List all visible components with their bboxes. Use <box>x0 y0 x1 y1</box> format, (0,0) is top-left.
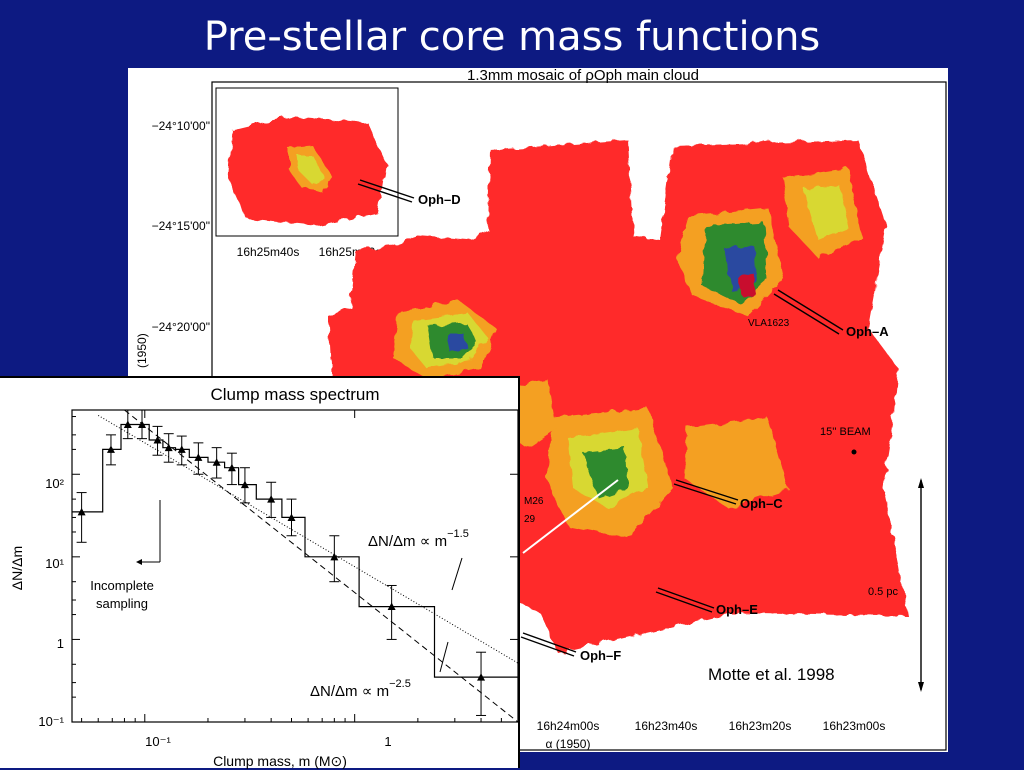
histogram-series <box>72 423 518 678</box>
dec-axis-label: (1950) <box>135 333 149 368</box>
y-tick-label-1: 1 <box>57 636 64 651</box>
data-point <box>77 507 86 516</box>
plot-frame <box>71 409 519 723</box>
x-axis-label: Clump mass, m (M⊙) <box>213 753 347 769</box>
chart-title: Clump mass spectrum <box>210 385 379 404</box>
fit-line-slope-1-5 <box>97 414 519 664</box>
x-tick-label-0: 10⁻¹ <box>145 734 171 749</box>
map-title: 1.3mm mosaic of ρOph main cloud <box>467 68 699 84</box>
data-point <box>227 463 236 472</box>
data-point <box>123 420 132 429</box>
data-point <box>477 673 486 681</box>
oph-d-emission <box>228 116 386 226</box>
scale-bar-label: 0.5 pc <box>868 586 898 598</box>
data-point <box>212 458 221 466</box>
data-point <box>387 602 396 611</box>
data-point <box>267 495 276 503</box>
data-point <box>287 513 296 521</box>
cut-line <box>522 479 619 554</box>
dec-tick-15: −24°15'00" <box>152 219 210 233</box>
beam-marker <box>851 449 857 455</box>
citation: Motte et al. 1998 <box>708 665 835 684</box>
data-point <box>240 480 249 489</box>
label-oph-e: Oph–E <box>716 602 758 617</box>
y-tick-label-3: 10² <box>45 476 64 491</box>
data-point <box>177 445 186 453</box>
slide-title: Pre-stellar core mass functions <box>203 14 821 60</box>
fit-label-1-5-pointer <box>451 557 463 591</box>
label-m29: 29 <box>524 514 536 525</box>
y-tick-label-0: 10⁻¹ <box>38 714 64 729</box>
data-point <box>106 445 115 453</box>
incomplete-label-1: Incomplete <box>90 578 154 593</box>
data-points <box>76 409 487 716</box>
pointer-arrows <box>357 179 922 690</box>
clump-mass-chart: Clump mass spectrum 10⁻¹ 1 10⁻¹ 1 10¹ 10… <box>0 376 520 769</box>
label-m26: M26 <box>524 496 544 507</box>
label-vla1623: VLA1623 <box>748 318 790 329</box>
inset-ra-tick-40: 16h25m40s <box>237 245 300 259</box>
ra-tick-2300: 16h23m00s <box>823 719 886 733</box>
dec-tick-20: −24°20'00" <box>152 320 210 334</box>
ra-tick-2340: 16h23m40s <box>635 719 698 733</box>
incomplete-label-2: sampling <box>96 596 148 611</box>
data-point <box>164 443 173 452</box>
incomplete-arrowhead <box>136 559 142 565</box>
fit-label-2-5-pointer <box>439 641 449 673</box>
label-oph-a: Oph–A <box>846 324 889 339</box>
fit-label-2-5: ΔN/Δm ∝ m−2.5 <box>310 678 411 700</box>
fit-line-slope-2-5 <box>124 409 519 723</box>
ra-axis-label: α (1950) <box>546 737 591 751</box>
axis-ticks <box>72 410 518 723</box>
beam-label: 15'' BEAM <box>820 426 871 438</box>
y-axis-label: ΔN/Δm <box>9 546 25 590</box>
x-tick-label-1: 1 <box>384 734 391 749</box>
fit-label-1-5: ΔN/Δm ∝ m−1.5 <box>368 528 469 550</box>
contour-regions <box>393 168 863 538</box>
label-oph-f: Oph–F <box>580 648 621 663</box>
ra-tick-2400: 16h24m00s <box>537 719 600 733</box>
y-tick-label-2: 10¹ <box>45 556 64 571</box>
label-oph-d: Oph–D <box>418 192 461 207</box>
data-point <box>153 435 162 444</box>
dec-tick-10: −24°10'00" <box>152 119 210 133</box>
ra-tick-2320: 16h23m20s <box>729 719 792 733</box>
data-point <box>330 552 339 561</box>
label-oph-c: Oph–C <box>740 496 783 511</box>
data-point <box>194 453 203 461</box>
